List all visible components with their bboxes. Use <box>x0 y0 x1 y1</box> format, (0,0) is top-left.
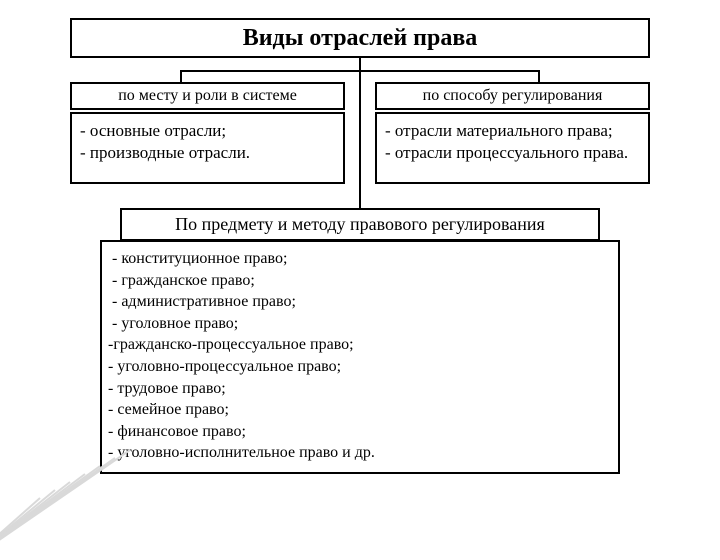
list-item: - семейное право; <box>108 399 608 421</box>
diagram-title: Виды отраслей права <box>70 18 650 58</box>
connector-main-vertical <box>359 58 361 208</box>
list-item: - производные отрасли. <box>80 142 335 164</box>
branch-third-body: - конституционное право; - гражданское п… <box>100 240 620 474</box>
list-item: - основные отрасли; <box>80 120 335 142</box>
branch-right-label: по способу регулирования <box>375 82 650 110</box>
list-item: - уголовно-исполнительное право и др. <box>108 442 608 464</box>
connector-horizontal <box>180 70 540 72</box>
list-item: - уголовно-процессуальное право; <box>108 356 608 378</box>
list-item: - финансовое право; <box>108 421 608 443</box>
list-item: - отрасли процессуального права. <box>385 142 640 164</box>
list-item: -гражданско-процессуальное право; <box>108 334 608 356</box>
list-item: - трудовое право; <box>108 378 608 400</box>
list-item: - отрасли материального права; <box>385 120 640 142</box>
branch-left-label: по месту и роли в системе <box>70 82 345 110</box>
connector-right-drop <box>538 70 540 82</box>
branch-left-body: - основные отрасли; - производные отрасл… <box>70 112 345 184</box>
branch-right-body: - отрасли материального права; - отрасли… <box>375 112 650 184</box>
list-item: - уголовное право; <box>108 313 608 335</box>
list-item: - гражданское право; <box>108 270 608 292</box>
branch-third-label: По предмету и методу правового регулиров… <box>120 208 600 241</box>
list-item: - конституционное право; <box>108 248 608 270</box>
list-item: - административное право; <box>108 291 608 313</box>
connector-left-drop <box>180 70 182 82</box>
